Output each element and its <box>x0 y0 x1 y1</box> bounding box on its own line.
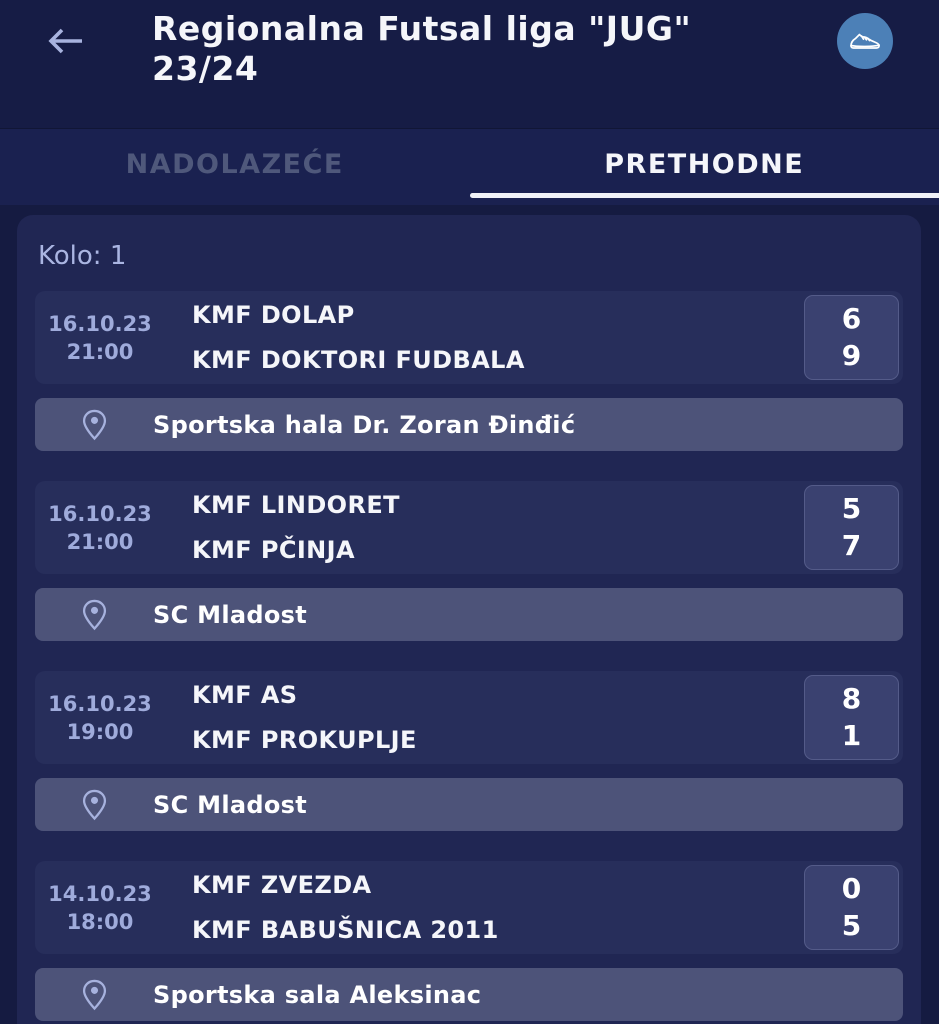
teams: KMF DOLAP KMF DOKTORI FUDBALA <box>165 291 804 384</box>
round-label: Kolo: 1 <box>38 241 127 271</box>
match-date: 16.10.23 <box>48 501 152 526</box>
page-title: Regionalna Futsal liga "JUG" 23/24 <box>152 9 692 88</box>
match-datetime: 16.10.23 21:00 <box>35 291 165 384</box>
match-datetime: 16.10.23 19:00 <box>35 671 165 764</box>
rounds-panel: Kolo: 1 16.10.23 21:00 KMF DOLAP KMF DOK… <box>17 215 921 1024</box>
match-card[interactable]: 14.10.23 18:00 KMF ZVEZDA KMF BABUŠNICA … <box>35 861 903 954</box>
match-group: 14.10.23 18:00 KMF ZVEZDA KMF BABUŠNICA … <box>35 861 903 1021</box>
venue-name: SC Mladost <box>153 600 307 629</box>
location-pin-icon <box>35 789 153 821</box>
score-box: 8 1 <box>804 675 899 760</box>
score-box: 0 5 <box>804 865 899 950</box>
match-card[interactable]: 16.10.23 21:00 KMF DOLAP KMF DOKTORI FUD… <box>35 291 903 384</box>
score-box: 5 7 <box>804 485 899 570</box>
home-score: 6 <box>841 302 862 335</box>
teams: KMF AS KMF PROKUPLJE <box>165 671 804 764</box>
sneaker-button[interactable] <box>837 13 893 69</box>
match-time: 19:00 <box>66 719 134 744</box>
match-date: 16.10.23 <box>48 311 152 336</box>
content-area: Kolo: 1 16.10.23 21:00 KMF DOLAP KMF DOK… <box>0 205 939 1024</box>
away-score: 1 <box>841 719 862 752</box>
match-date: 14.10.23 <box>48 881 152 906</box>
location-pin-icon <box>35 409 153 441</box>
location-pin-icon <box>35 599 153 631</box>
app-header: Regionalna Futsal liga "JUG" 23/24 <box>0 0 939 128</box>
home-team-name: KMF ZVEZDA <box>192 871 372 899</box>
away-score: 9 <box>841 339 862 372</box>
home-score: 0 <box>841 872 862 905</box>
match-time: 21:00 <box>66 529 134 554</box>
match-time: 21:00 <box>66 339 134 364</box>
venue-bar: Sportska hala Dr. Zoran Đinđić <box>35 398 903 451</box>
home-team-name: KMF AS <box>192 681 298 709</box>
venue-name: Sportska hala Dr. Zoran Đinđić <box>153 410 576 439</box>
match-group: 16.10.23 21:00 KMF DOLAP KMF DOKTORI FUD… <box>35 291 903 451</box>
away-score: 7 <box>841 529 862 562</box>
location-pin-icon <box>35 979 153 1011</box>
venue-bar: Sportska sala Aleksinac <box>35 968 903 1021</box>
tab-nadolazece[interactable]: NADOLAZEĆE <box>125 148 344 180</box>
match-group: 16.10.23 21:00 KMF LINDORET KMF PČINJA 5… <box>35 481 903 641</box>
match-date: 16.10.23 <box>48 691 152 716</box>
score-box: 6 9 <box>804 295 899 380</box>
match-list: 16.10.23 21:00 KMF DOLAP KMF DOKTORI FUD… <box>35 291 903 1021</box>
tab-prethodne[interactable]: PRETHODNE <box>469 129 939 205</box>
teams: KMF LINDORET KMF PČINJA <box>165 481 804 574</box>
match-datetime: 16.10.23 21:00 <box>35 481 165 574</box>
home-score: 8 <box>841 682 862 715</box>
home-team-name: KMF DOLAP <box>192 301 355 329</box>
venue-name: Sportska sala Aleksinac <box>153 980 482 1009</box>
away-team-name: KMF BABUŠNICA 2011 <box>192 916 499 944</box>
sneaker-icon <box>850 33 880 49</box>
match-time: 18:00 <box>66 909 134 934</box>
away-team-name: KMF DOKTORI FUDBALA <box>192 346 525 374</box>
away-team-name: KMF PROKUPLJE <box>192 726 417 754</box>
tab-bar: NADOLAZEĆE PRETHODNE <box>0 128 939 205</box>
venue-bar: SC Mladost <box>35 588 903 641</box>
away-team-name: KMF PČINJA <box>192 536 355 564</box>
match-card[interactable]: 16.10.23 21:00 KMF LINDORET KMF PČINJA 5… <box>35 481 903 574</box>
venue-bar: SC Mladost <box>35 778 903 831</box>
teams: KMF ZVEZDA KMF BABUŠNICA 2011 <box>165 861 804 954</box>
arrow-left-icon <box>48 28 82 54</box>
away-score: 5 <box>841 909 862 942</box>
match-datetime: 14.10.23 18:00 <box>35 861 165 954</box>
back-button[interactable] <box>40 16 92 66</box>
venue-name: SC Mladost <box>153 790 307 819</box>
home-score: 5 <box>841 492 862 525</box>
home-team-name: KMF LINDORET <box>192 491 400 519</box>
match-group: 16.10.23 19:00 KMF AS KMF PROKUPLJE 8 1 … <box>35 671 903 831</box>
match-card[interactable]: 16.10.23 19:00 KMF AS KMF PROKUPLJE 8 1 <box>35 671 903 764</box>
